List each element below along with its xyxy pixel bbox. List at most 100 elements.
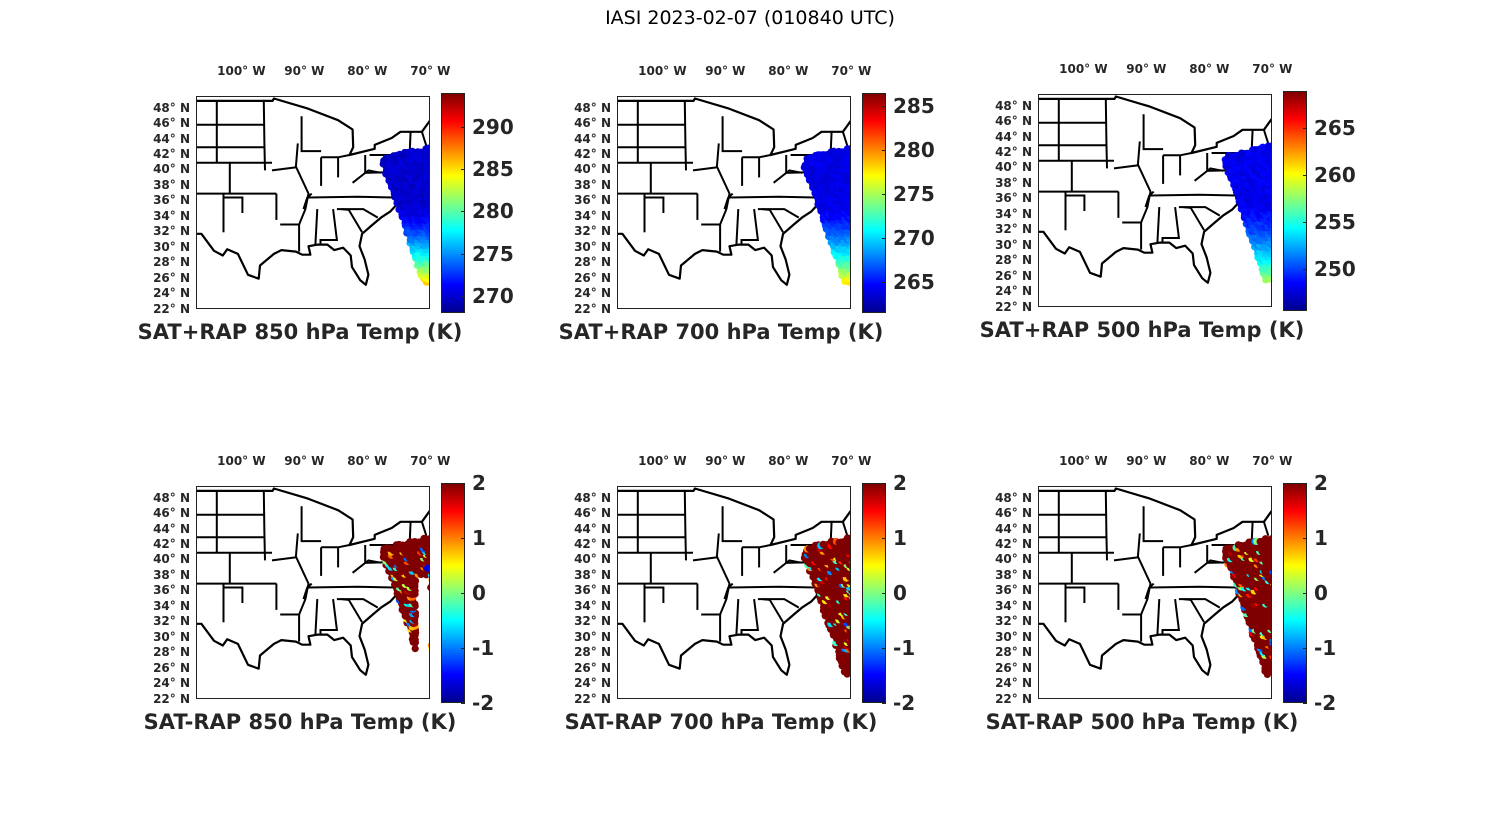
latitude-tick-label: 32° N [995, 614, 1032, 629]
state-boundary [341, 208, 363, 233]
state-boundary [841, 521, 849, 537]
latitude-tick-label: 36° N [995, 583, 1032, 598]
state-boundary [729, 585, 816, 589]
state-boundary [308, 585, 395, 589]
state-boundary [1144, 582, 1155, 600]
latitude-tick-label: 24° N [574, 286, 611, 301]
state-boundary [280, 613, 301, 642]
longitude-tick-label: 80° W [1189, 454, 1230, 468]
colorbar-tick-label: 1 [472, 526, 486, 550]
state-boundary [723, 192, 734, 210]
map-axes [617, 486, 851, 699]
state-boundary [715, 533, 731, 615]
latitude-tick-label: 32° N [574, 224, 611, 239]
colorbar-tick-label: 2 [472, 471, 486, 495]
us-coastline-border [197, 97, 429, 286]
latitude-tick-label: 36° N [574, 583, 611, 598]
swath-data-point [1266, 142, 1271, 150]
latitude-tick-label: 32° N [995, 222, 1032, 237]
us-coastline-border [618, 487, 850, 676]
state-boundary [1122, 613, 1143, 642]
longitude-tick-label: 70° W [1252, 62, 1293, 76]
state-boundary [742, 544, 771, 549]
colorbar-tick-mark [882, 703, 886, 704]
latitude-tick-label: 40° N [995, 160, 1032, 175]
swath-data-point [1267, 535, 1271, 543]
us-coastline-border [1039, 487, 1271, 676]
map-panel-5: 100° W 90° W 80° W 70° W 48° N 46° N 44° N 42° … [551, 450, 971, 750]
latitude-tick-label: 38° N [153, 567, 190, 582]
colorbar-tick-mark [461, 483, 465, 484]
state-boundary [314, 209, 319, 245]
latitude-tick-label: 46° N [995, 506, 1032, 521]
state-boundary [1156, 207, 1161, 243]
longitude-tick-label: 80° W [768, 454, 809, 468]
colorbar-tick-mark [882, 282, 886, 284]
longitude-tick-label: 90° W [705, 454, 746, 468]
state-boundary [1193, 167, 1224, 182]
colorbar-tick-mark [461, 169, 465, 171]
state-boundary [321, 544, 350, 549]
latitude-tick-label: 48° N [995, 98, 1032, 113]
state-boundary [302, 192, 313, 210]
latitude-tick-label: 42° N [995, 536, 1032, 551]
state-boundary [721, 506, 743, 543]
colorbar [862, 93, 886, 313]
state-boundary [321, 154, 350, 159]
colorbar-tick-label: -2 [893, 691, 916, 715]
state-boundary [1178, 598, 1221, 609]
colorbar-tick-label: 275 [893, 182, 935, 207]
state-boundary [223, 586, 244, 603]
colorbar-tick-mark [461, 538, 465, 539]
state-boundary [1183, 206, 1205, 231]
latitude-tick-label: 34° N [995, 598, 1032, 613]
latitude-tick-label: 22° N [995, 691, 1032, 706]
map-axes [1038, 486, 1272, 699]
panel-title: SAT-RAP 700 hPa Temp (K) [564, 710, 878, 734]
latitude-tick-label: 40° N [574, 552, 611, 567]
state-boundary [271, 166, 297, 172]
state-boundary [1136, 533, 1152, 615]
state-boundary [715, 143, 731, 225]
state-boundary [319, 598, 339, 636]
latitude-tick-label: 36° N [153, 193, 190, 208]
latitude-tick-label: 26° N [995, 660, 1032, 675]
state-boundary [1161, 206, 1181, 244]
colorbar-tick-mark [1303, 175, 1307, 177]
longitude-tick-label: 90° W [1126, 454, 1167, 468]
colorbar-tick-mark [461, 253, 465, 255]
latitude-tick-label: 44° N [574, 521, 611, 536]
colorbar-tick-mark [1303, 268, 1307, 270]
latitude-tick-label: 40° N [995, 552, 1032, 567]
colorbar-tick-label: -1 [472, 636, 495, 660]
state-boundary [280, 223, 301, 252]
state-boundary [841, 131, 849, 147]
colorbar-tick-mark [461, 648, 465, 649]
longitude-tick-label: 70° W [410, 64, 451, 78]
state-boundary [644, 586, 665, 603]
colorbar-tick-label: 280 [893, 138, 935, 163]
state-boundary [1113, 164, 1139, 170]
colorbar-tick-label: 1 [893, 526, 907, 550]
colorbar-tick-label: -1 [1314, 636, 1337, 660]
latitude-tick-label: 24° N [574, 676, 611, 691]
map-axes [196, 486, 430, 699]
panel-title: SAT-RAP 500 hPa Temp (K) [985, 710, 1299, 734]
state-boundary [701, 613, 722, 642]
latitude-tick-label: 46° N [153, 506, 190, 521]
latitude-tick-label: 48° N [153, 490, 190, 505]
swath-data-point [427, 584, 429, 591]
state-boundary [1262, 129, 1270, 145]
colorbar-tick-label: 2 [893, 471, 907, 495]
latitude-tick-label: 32° N [153, 224, 190, 239]
state-boundary [271, 556, 297, 562]
latitude-tick-label: 24° N [995, 676, 1032, 691]
latitude-tick-label: 36° N [574, 193, 611, 208]
latitude-tick-label: 34° N [153, 208, 190, 223]
colorbar-tick-label: 265 [1314, 116, 1356, 141]
longitude-tick-label: 90° W [705, 64, 746, 78]
state-boundary [1163, 152, 1192, 157]
map-axes [617, 96, 851, 309]
colorbar-tick-label: 260 [1314, 163, 1356, 188]
map-panel-4: 100° W 90° W 80° W 70° W 48° N 46° N 44° N 42° … [130, 450, 550, 750]
